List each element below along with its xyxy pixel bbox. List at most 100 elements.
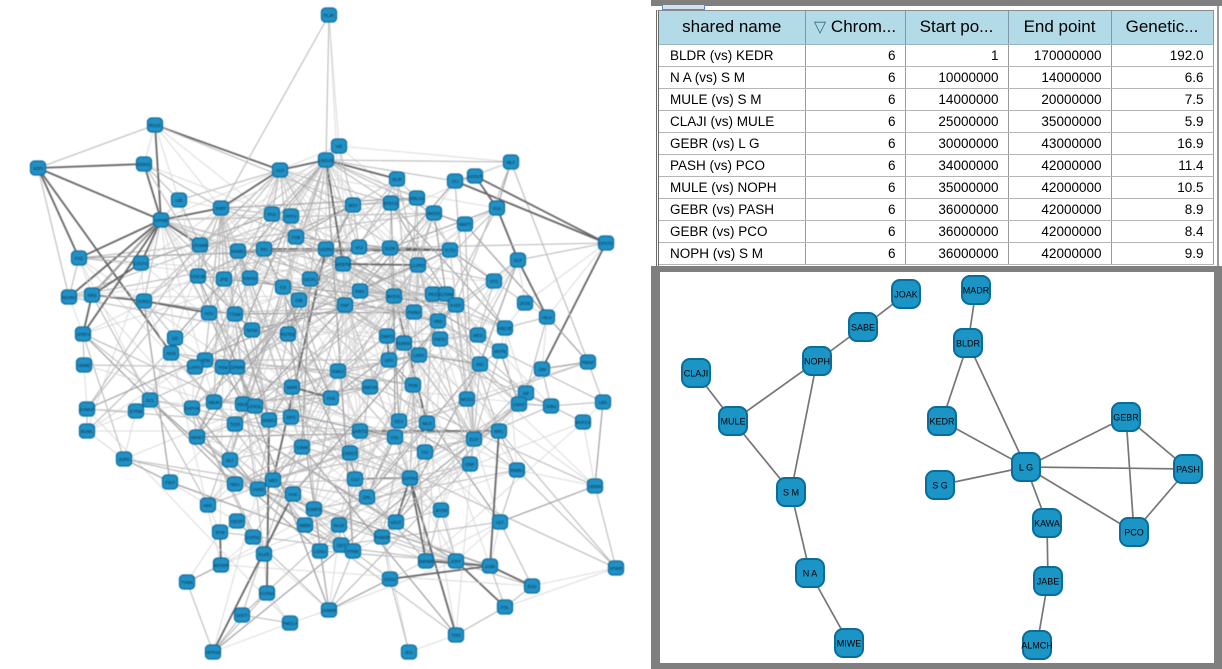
svg-text:EEV: EEV (395, 419, 404, 424)
svg-text:DPO: DPO (286, 415, 296, 420)
svg-text:ETRM: ETRM (130, 409, 142, 414)
svg-text:N A: N A (803, 569, 818, 579)
svg-text:LKRA: LKRA (414, 353, 425, 358)
svg-text:RWBU: RWBU (511, 468, 524, 473)
svg-text:MULE: MULE (720, 417, 745, 427)
svg-text:FOB: FOB (292, 235, 301, 240)
svg-text:PASH: PASH (1176, 465, 1200, 475)
svg-text:KAWA: KAWA (1034, 519, 1060, 529)
svg-text:LNAO: LNAO (513, 402, 525, 407)
svg-text:DBLAU: DBLAU (410, 196, 424, 201)
svg-text:JKOW: JKOW (435, 508, 447, 513)
svg-text:IIVBT: IIVBT (216, 206, 227, 211)
svg-text:KSMPS: KSMPS (307, 507, 322, 512)
svg-text:UHFT: UHFT (236, 613, 248, 618)
svg-text:UGRN: UGRN (320, 247, 332, 252)
svg-text:FOL: FOL (501, 605, 510, 610)
svg-text:UFH: UFH (385, 358, 394, 363)
svg-text:PSW: PSW (218, 365, 228, 370)
svg-text:JASK: JASK (485, 564, 496, 569)
svg-text:FIV: FIV (422, 450, 429, 455)
svg-text:ULT: ULT (496, 520, 504, 525)
svg-text:S G: S G (932, 481, 948, 491)
svg-text:LAPFL: LAPFL (189, 365, 202, 370)
svg-text:BKDSI: BKDSI (428, 211, 441, 216)
svg-text:IVPMB: IVPMB (154, 218, 167, 223)
svg-text:ICRGI: ICRGI (138, 299, 150, 304)
svg-text:LNGUS: LNGUS (319, 158, 334, 163)
svg-text:NITM: NITM (247, 328, 258, 333)
svg-text:JOAK: JOAK (894, 290, 918, 300)
svg-text:AFRFJ: AFRFJ (76, 332, 89, 337)
svg-text:GEBR: GEBR (1113, 413, 1139, 423)
svg-text:MIWE: MIWE (837, 639, 862, 649)
svg-text:WWBC: WWBC (231, 249, 245, 254)
svg-text:HILU: HILU (542, 315, 552, 320)
svg-text:JVBU: JVBU (546, 404, 557, 409)
svg-text:LOCHJ: LOCHJ (134, 261, 148, 266)
svg-text:LRAWM: LRAWM (192, 243, 208, 248)
svg-text:JFOS: JFOS (520, 301, 531, 306)
svg-text:LBS: LBS (599, 400, 607, 405)
svg-text:SFW: SFW (215, 530, 224, 535)
svg-text:VUA: VUA (493, 206, 502, 211)
svg-text:JOFF: JOFF (451, 559, 462, 564)
svg-text:NGA: NGA (230, 482, 239, 487)
svg-text:JJM: JJM (538, 367, 546, 372)
svg-text:EUU: EUU (528, 584, 537, 589)
svg-text:WCEA: WCEA (461, 397, 474, 402)
svg-text:UIB: UIB (176, 198, 183, 203)
svg-text:OICPL: OICPL (304, 277, 317, 282)
svg-text:NILO: NILO (422, 421, 433, 426)
svg-text:HFPGK: HFPGK (206, 650, 221, 655)
svg-text:BKDVL: BKDVL (387, 294, 401, 299)
svg-text:EMKJ: EMKJ (332, 369, 343, 374)
svg-text:AGOLR: AGOLR (468, 174, 483, 179)
svg-text:PGB: PGB (409, 383, 418, 388)
svg-text:NUMSC: NUMSC (396, 341, 411, 346)
svg-text:NKWJ: NKWJ (191, 435, 203, 440)
svg-text:RGTEE: RGTEE (281, 332, 296, 337)
svg-text:EUV: EUV (470, 437, 479, 442)
svg-text:GNIF: GNIF (465, 462, 475, 467)
svg-text:NAJS: NAJS (334, 523, 345, 528)
svg-text:ALMCH: ALMCH (1021, 641, 1053, 651)
svg-text:DVMAF: DVMAF (80, 407, 95, 412)
svg-text:MVFN: MVFN (494, 349, 506, 354)
svg-text:TIGR: TIGR (230, 422, 240, 427)
svg-text:PEO: PEO (429, 292, 439, 297)
svg-text:LGNU: LGNU (314, 549, 326, 554)
svg-text:KVDF: KVDF (450, 303, 462, 308)
svg-text:WEII: WEII (268, 478, 277, 483)
svg-text:UVMSR: UVMSR (321, 608, 336, 613)
svg-text:PWMJ: PWMJ (408, 310, 420, 315)
svg-text:DSNVL: DSNVL (137, 162, 152, 167)
svg-text:UOTNV: UOTNV (403, 476, 418, 481)
svg-text:KRS: KRS (88, 293, 97, 298)
svg-text:SLDK: SLDK (385, 246, 396, 251)
svg-text:KLVD: KLVD (259, 552, 270, 557)
svg-text:S M: S M (783, 488, 799, 498)
svg-text:DLIR: DLIR (392, 177, 402, 182)
svg-text:KLTMW: KLTMW (439, 292, 454, 297)
svg-text:STG: STG (490, 279, 499, 284)
svg-text:CVPSL: CVPSL (246, 535, 260, 540)
svg-text:VGEJB: VGEJB (191, 274, 205, 279)
svg-text:JJC: JJC (171, 336, 178, 341)
svg-text:ATJ: ATJ (451, 179, 458, 184)
svg-text:MRC: MRC (494, 429, 504, 434)
svg-text:GDT: GDT (337, 543, 346, 548)
svg-text:LPKSL: LPKSL (248, 404, 262, 409)
svg-text:OAPVW: OAPVW (184, 406, 200, 411)
svg-text:HDME: HDME (78, 363, 91, 368)
svg-text:MWR: MWR (287, 385, 297, 390)
svg-text:VAJ: VAJ (355, 245, 362, 250)
svg-text:FFMS: FFMS (347, 549, 359, 554)
svg-text:NBJN: NBJN (209, 400, 220, 405)
svg-text:AOU: AOU (204, 311, 213, 316)
svg-text:GRL: GRL (363, 495, 372, 500)
svg-text:JFIE: JFIE (220, 277, 229, 282)
svg-text:FJI: FJI (280, 285, 286, 290)
svg-text:SMHMP: SMHMP (418, 559, 434, 564)
svg-text:JABE: JABE (1037, 577, 1060, 587)
